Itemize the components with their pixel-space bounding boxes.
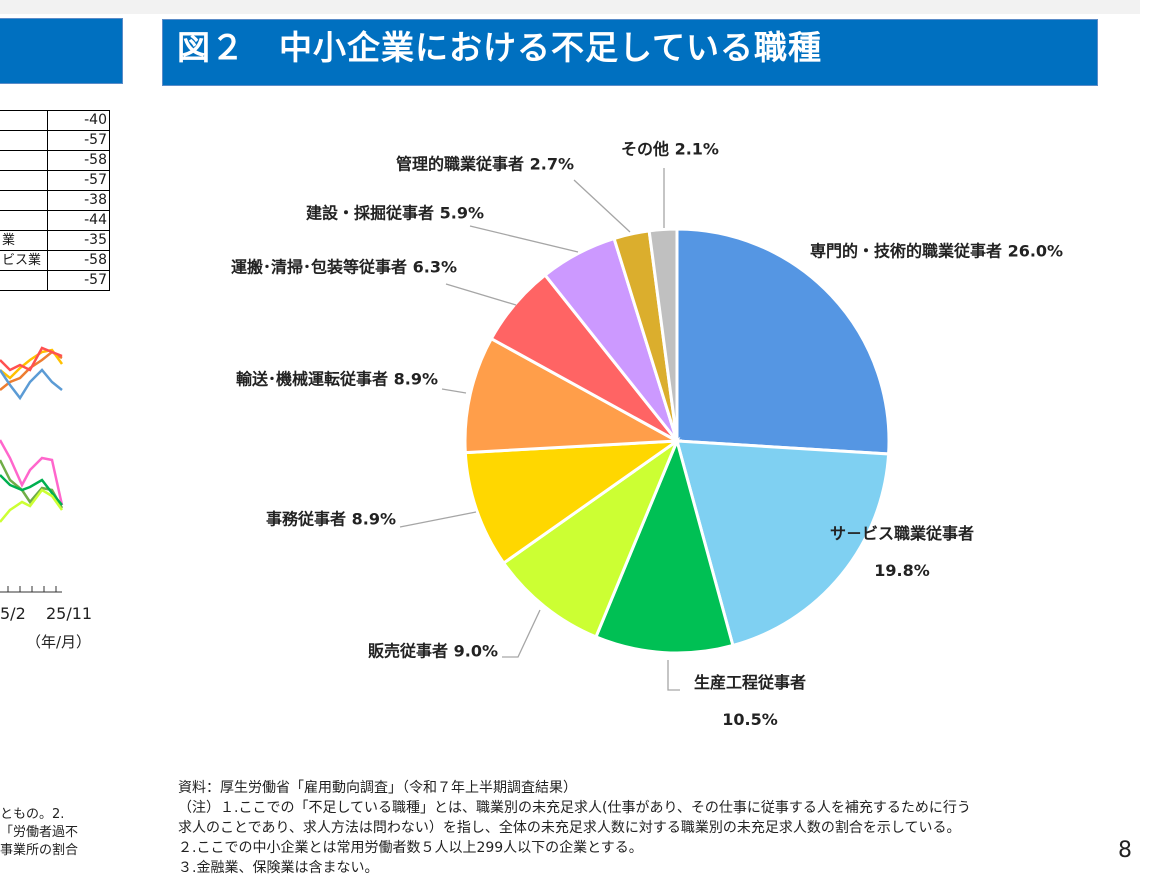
- leader-line: [573, 179, 631, 233]
- pie-slice: [593, 436, 735, 655]
- table-row-value: -40: [47, 110, 110, 131]
- slice-label: 管理的職業従事者 2.7%: [396, 155, 574, 174]
- page-number: 8: [1118, 838, 1132, 863]
- leader-line: [469, 225, 579, 253]
- table-row: -57: [0, 270, 110, 291]
- series-line: [0, 439, 64, 506]
- table-row: -44: [0, 210, 110, 231]
- slice-label: 生産工程従事者 10.5%: [694, 673, 806, 729]
- footnotes: 資料：厚生労働省「雇用動向調査」（令和７年上半期調査結果） （注）１.ここでの「…: [178, 778, 971, 878]
- table-row-value: -57: [47, 270, 110, 291]
- slice-label: 運搬･清掃･包装等従事者 6.3%: [231, 258, 457, 277]
- pie-slice: [463, 439, 683, 566]
- series-line: [0, 346, 63, 372]
- leader-line: [399, 511, 477, 528]
- slice-label: 輸送･機械運転従事者 8.9%: [236, 370, 438, 389]
- table-row-value: -35: [47, 230, 110, 251]
- slice-label: 建設・採掘従事者 5.9%: [306, 204, 484, 223]
- left-note-line: ともの。2.: [0, 807, 65, 822]
- pie-slice: [647, 227, 679, 442]
- leader-line: [667, 660, 680, 691]
- series-line: [0, 474, 63, 506]
- slice-label: 専門的・技術的職業従事者 26.0%: [810, 242, 1063, 261]
- pie-slice: [675, 439, 891, 648]
- table-row: -58: [0, 150, 110, 171]
- left-note-line: 事業所の割合: [0, 843, 79, 858]
- note-line: 求人のことであり、求人方法は問わない）を指し、全体の未充足求人数に対する職業別の…: [178, 820, 961, 836]
- pie-slice: [675, 227, 891, 456]
- left-line-chart: [0, 346, 64, 593]
- note-line: ３.金融業、保険業は含まない。: [178, 860, 379, 876]
- series-line: [0, 459, 64, 509]
- table-row: -40: [0, 110, 110, 131]
- slice-category: 生産工程従事者: [694, 673, 806, 692]
- pie-slice: [501, 436, 681, 639]
- x-axis-unit: （年/月）: [26, 633, 92, 651]
- series-line: [0, 348, 64, 380]
- leader-line: [441, 388, 467, 394]
- x-tick-label: 5/2: [0, 604, 26, 623]
- table-row-label: 業: [0, 230, 48, 251]
- note-line: ２.ここでの中小企業とは常用労働者数５人以上299人以下の企業とする。: [178, 840, 643, 856]
- series-line: [0, 368, 63, 401]
- table-row: 業 -35: [0, 230, 110, 251]
- left-notes: ともの。2. 「労働者過不 事業所の割合: [0, 806, 100, 860]
- left-data-table: -40 -57 -58 -57 -38 -44 業 -35 ビス業 -58 -57: [0, 110, 110, 291]
- note-line: （注）１.ここでの「不足している職種」とは、職業別の未充足求人(仕事があり、その…: [178, 800, 971, 816]
- pie-slice: [463, 336, 683, 455]
- slice-category: サ－ビス職業従事者: [830, 524, 974, 543]
- table-row-value: -44: [47, 210, 110, 231]
- leader-line: [502, 609, 541, 658]
- slice-label: サ－ビス職業従事者 19.8%: [830, 524, 974, 580]
- left-note-line: 「労働者過不: [0, 825, 79, 840]
- slice-label: 販売従事者 9.0%: [368, 642, 498, 661]
- source-note: 資料：厚生労働省「雇用動向調査」（令和７年上半期調査結果）: [178, 780, 577, 796]
- series-line: [0, 488, 64, 523]
- page-title: 図２ 中小企業における不足している職種: [162, 19, 1098, 86]
- top-strip: [0, 0, 1140, 14]
- slice-value: 19.8%: [874, 561, 930, 580]
- x-tick-label: 25/11: [46, 604, 93, 623]
- slice-label: 事務従事者 8.9%: [266, 510, 396, 529]
- leader-line: [445, 283, 517, 306]
- table-row: -57: [0, 170, 110, 191]
- slice-label: その他 2.1%: [621, 140, 719, 159]
- left-title-banner: [0, 18, 123, 84]
- slice-value: 10.5%: [722, 710, 778, 729]
- table-row-value: -58: [47, 150, 110, 171]
